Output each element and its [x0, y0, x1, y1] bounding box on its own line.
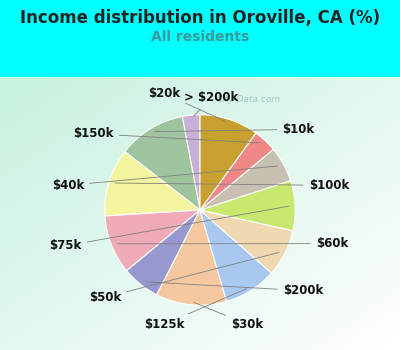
Wedge shape	[182, 115, 200, 210]
Text: All residents: All residents	[151, 30, 249, 44]
Wedge shape	[157, 210, 226, 305]
Text: $200k: $200k	[145, 282, 323, 297]
Wedge shape	[200, 210, 272, 301]
Wedge shape	[127, 210, 200, 295]
Text: Income distribution in Oroville, CA (%): Income distribution in Oroville, CA (%)	[20, 9, 380, 27]
Text: $150k: $150k	[74, 127, 260, 143]
Text: City-Data.com: City-Data.com	[217, 94, 281, 104]
Text: $30k: $30k	[194, 302, 263, 331]
Wedge shape	[105, 210, 200, 271]
Wedge shape	[200, 149, 290, 210]
Wedge shape	[125, 117, 200, 210]
Text: $20k: $20k	[148, 87, 226, 121]
Text: $125k: $125k	[144, 289, 247, 331]
Wedge shape	[200, 133, 273, 210]
Text: $75k: $75k	[50, 206, 289, 252]
Wedge shape	[105, 152, 200, 216]
Text: $100k: $100k	[115, 179, 349, 192]
Text: $60k: $60k	[117, 237, 348, 250]
Text: > $200k: > $200k	[184, 91, 238, 117]
Wedge shape	[200, 210, 293, 273]
Text: $40k: $40k	[52, 166, 278, 192]
Text: $10k: $10k	[155, 123, 315, 136]
Wedge shape	[200, 181, 295, 231]
Text: $50k: $50k	[89, 252, 279, 304]
Wedge shape	[200, 115, 256, 210]
